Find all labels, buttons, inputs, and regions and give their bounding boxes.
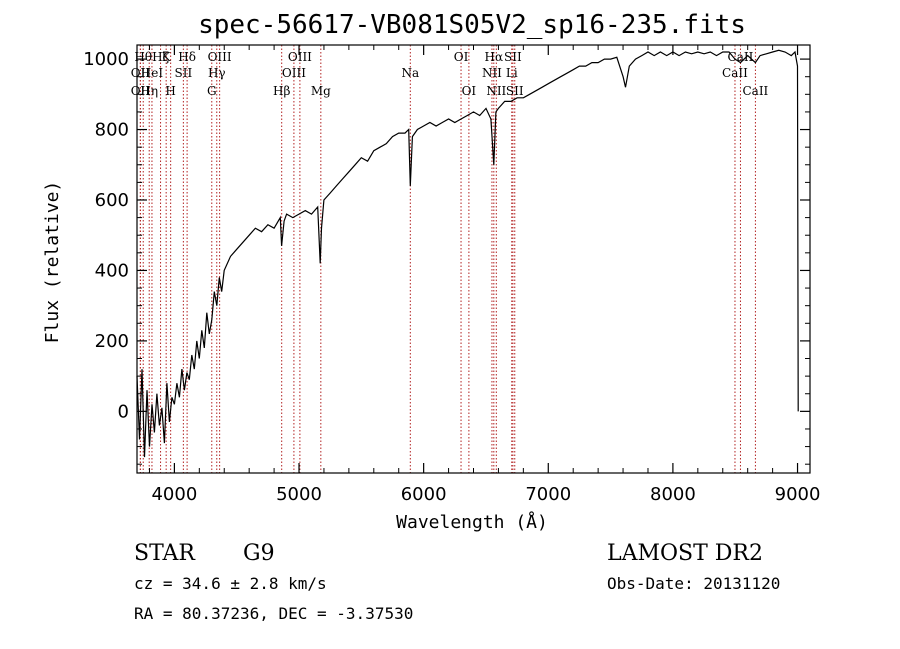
line-label-24: SII bbox=[504, 50, 522, 64]
line-label-16: Mg bbox=[311, 84, 331, 98]
line-label-3: Hη bbox=[140, 84, 158, 98]
line-label-12: OIII bbox=[208, 50, 232, 64]
y-tick-label-5: 1000 bbox=[83, 49, 129, 70]
line-label-1: OII bbox=[131, 66, 151, 80]
redshift-line: cz = 34.6 ± 2.8 km/s bbox=[134, 574, 327, 593]
line-label-19: OI bbox=[462, 84, 477, 98]
coordinates-line: RA = 80.37236, DEC = -3.37530 bbox=[134, 604, 413, 623]
survey-name: LAMOST DR2 bbox=[607, 541, 763, 566]
line-label-7: H bbox=[165, 84, 175, 98]
spectrum-series-line bbox=[136, 49, 799, 458]
line-label-18: OI bbox=[454, 50, 469, 64]
x-tick-label-4: 8000 bbox=[650, 484, 696, 505]
object-subclass: G9 bbox=[243, 541, 275, 566]
line-label-2: Hθ bbox=[134, 50, 152, 64]
y-axis-ticks: 0 200 400 600 800 1000 bbox=[83, 49, 810, 465]
line-label-21: Hα bbox=[485, 50, 504, 64]
line-label-20: NII bbox=[482, 66, 502, 80]
line-label-22: NII bbox=[486, 84, 506, 98]
line-label-5: Hζ bbox=[152, 50, 169, 64]
line-label-8: SII bbox=[175, 66, 193, 80]
y-tick-label-4: 800 bbox=[95, 120, 129, 141]
line-label-13: Hβ bbox=[273, 84, 290, 98]
plot-frame bbox=[136, 44, 811, 474]
spectral-line-markers bbox=[139, 45, 756, 473]
x-tick-label-3: 7000 bbox=[525, 484, 571, 505]
object-class: STAR bbox=[134, 541, 196, 566]
line-label-17: Na bbox=[401, 66, 419, 80]
line-label-14: OIII bbox=[282, 66, 306, 80]
line-label-25: SII bbox=[506, 84, 524, 98]
y-tick-label-3: 600 bbox=[95, 190, 129, 211]
line-label-11: Hγ bbox=[208, 66, 226, 80]
y-tick-label-2: 400 bbox=[95, 260, 129, 281]
line-label-28: CaII bbox=[742, 84, 768, 98]
line-label-0: OII bbox=[131, 84, 151, 98]
y-tick-label-0: 0 bbox=[118, 401, 129, 422]
line-label-10: G bbox=[207, 84, 217, 98]
x-tick-label-0: 4000 bbox=[151, 484, 197, 505]
x-tick-label-1: 5000 bbox=[276, 484, 322, 505]
y-tick-label-1: 200 bbox=[95, 331, 129, 352]
x-axis-ticks: 4000 5000 6000 7000 8000 9000 bbox=[148, 45, 821, 505]
chart-title: spec-56617-VB081S05V2_sp16-235.fits bbox=[198, 10, 746, 40]
x-axis-label: Wavelength (Å) bbox=[396, 511, 548, 533]
y-axis-label: Flux (relative) bbox=[42, 181, 63, 344]
line-label-23: Li bbox=[506, 66, 518, 80]
observation-date: Obs-Date: 20131120 bbox=[607, 574, 780, 593]
spectral-line-labels: OIIOIIHθHηHeIHζKHSIIHδGHγOIIIHβOIIIOIIIM… bbox=[131, 50, 769, 98]
line-label-27: CaII bbox=[728, 50, 754, 64]
line-label-6: K bbox=[162, 50, 172, 64]
line-label-26: CaII bbox=[722, 66, 748, 80]
line-label-9: Hδ bbox=[178, 50, 196, 64]
line-label-4: HeI bbox=[141, 66, 164, 80]
line-label-15: OIII bbox=[288, 50, 312, 64]
x-tick-label-2: 6000 bbox=[401, 484, 447, 505]
x-tick-label-5: 9000 bbox=[775, 484, 821, 505]
